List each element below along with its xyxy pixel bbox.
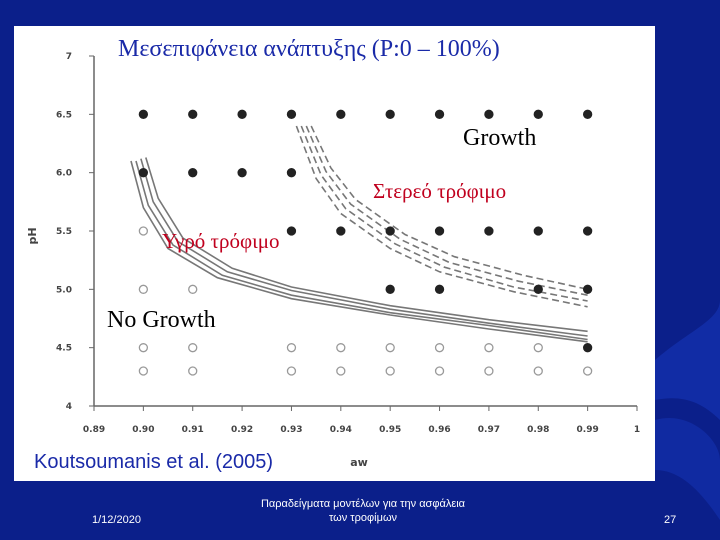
chart-panel: 0.89 0.90 0.91 0.92 0.93 0.94 0.95 0.96 0.97 0.98… xyxy=(14,26,655,481)
chart-plot: 0.89 0.90 0.91 0.92 0.93 0.94 0.95 0.96 0.97 0.98… xyxy=(26,52,640,469)
growth-point xyxy=(484,226,494,236)
solid-boundary-line xyxy=(130,160,588,343)
growth-point xyxy=(286,226,297,236)
y-axis-title: pH xyxy=(26,227,39,244)
no-growth-point xyxy=(484,343,494,353)
growth-point xyxy=(533,284,543,294)
no-growth-point xyxy=(138,226,149,236)
solid-boundary-line xyxy=(140,158,588,337)
no-growth-point xyxy=(188,366,198,376)
footer-date: 1/12/2020 xyxy=(92,514,141,526)
no-growth-point xyxy=(582,366,593,376)
solid-boundary-line xyxy=(135,160,588,341)
growth-point xyxy=(385,284,395,294)
dashed-boundary-line xyxy=(295,125,588,308)
growth-point xyxy=(484,109,494,119)
solid-boundary-line xyxy=(145,157,588,333)
x-tick-label: 0.92 xyxy=(231,425,253,435)
no-growth-point xyxy=(138,343,149,353)
y-tick-label: 5.5 xyxy=(56,227,72,237)
citation: Koutsoumanis et al. (2005) xyxy=(34,451,274,473)
y-tick-label: 7 xyxy=(66,52,72,62)
growth-point xyxy=(237,168,247,178)
no-growth-point xyxy=(138,284,149,294)
y-tick-label: 4.5 xyxy=(56,344,72,354)
x-tick-label: 0.99 xyxy=(577,425,599,435)
footer-caption: Παραδείγματα μοντέλων για την ασφάλεια τ… xyxy=(260,498,466,524)
dashed-boundary-line xyxy=(310,125,588,291)
growth-point xyxy=(385,226,395,236)
no-growth-point xyxy=(336,343,346,353)
x-tick-label: 0.97 xyxy=(478,425,500,435)
y-tick-label: 6.5 xyxy=(56,110,72,120)
growth-point xyxy=(434,226,445,236)
annotation-no-growth: No Growth xyxy=(107,307,216,333)
growth-point xyxy=(188,168,198,178)
no-growth-point xyxy=(188,343,198,353)
no-growth-point xyxy=(336,366,346,376)
x-tick-label: 0.96 xyxy=(428,425,450,435)
y-tick-label: 6.0 xyxy=(56,169,72,179)
no-growth-point xyxy=(434,343,445,353)
growth-point xyxy=(582,226,593,236)
x-axis-title: aw xyxy=(350,456,368,469)
page-number: 27 xyxy=(664,514,677,526)
growth-point xyxy=(336,109,346,119)
no-growth-point xyxy=(385,366,395,376)
no-growth-point xyxy=(434,366,445,376)
growth-point xyxy=(286,168,297,178)
no-growth-point xyxy=(188,284,198,294)
growth-point xyxy=(138,109,149,119)
no-growth-point xyxy=(533,366,543,376)
growth-point xyxy=(385,109,395,119)
growth-point xyxy=(286,109,297,119)
boundary-lines xyxy=(130,125,588,343)
no-growth-point xyxy=(533,343,543,353)
no-growth-point xyxy=(385,343,395,353)
x-tick-label: 0.89 xyxy=(83,425,105,435)
x-tick-label: 0.93 xyxy=(280,425,302,435)
no-growth-point xyxy=(138,366,149,376)
dashed-boundary-line xyxy=(305,125,588,296)
data-points xyxy=(138,109,593,376)
growth-point xyxy=(336,226,346,236)
annotation-growth: Growth xyxy=(463,125,537,151)
growth-point xyxy=(188,109,198,119)
growth-point xyxy=(582,284,593,294)
slide-title: Μεσεπιφάνεια ανάπτυξης (P:0 – 100%) xyxy=(118,36,500,62)
chart-axes: 0.89 0.90 0.91 0.92 0.93 0.94 0.95 0.96 0.97 0.98… xyxy=(26,52,640,469)
x-tick-label: 0.90 xyxy=(132,425,154,435)
x-tick-label: 0.91 xyxy=(182,425,204,435)
x-tick-label: 0.94 xyxy=(330,425,352,435)
y-tick-label: 5.0 xyxy=(56,285,72,295)
growth-point xyxy=(582,343,593,353)
no-growth-point xyxy=(484,366,494,376)
annotation-solid-medium: Στερεό τρόφιμο xyxy=(373,179,507,203)
annotation-liquid-medium: Υγρό τρόφιμο xyxy=(162,229,280,253)
y-tick-label: 4 xyxy=(66,402,72,412)
growth-point xyxy=(434,109,445,119)
growth-point xyxy=(434,284,445,294)
no-growth-point xyxy=(286,343,297,353)
x-tick-label: 0.98 xyxy=(527,425,549,435)
growth-point xyxy=(237,109,247,119)
growth-point xyxy=(533,109,543,119)
x-tick-label: 1 xyxy=(634,425,640,435)
x-tick-label: 0.95 xyxy=(379,425,401,435)
growth-point xyxy=(533,226,543,236)
growth-point xyxy=(582,109,593,119)
no-growth-point xyxy=(286,366,297,376)
growth-point xyxy=(138,168,149,178)
dashed-boundary-line xyxy=(300,125,588,302)
